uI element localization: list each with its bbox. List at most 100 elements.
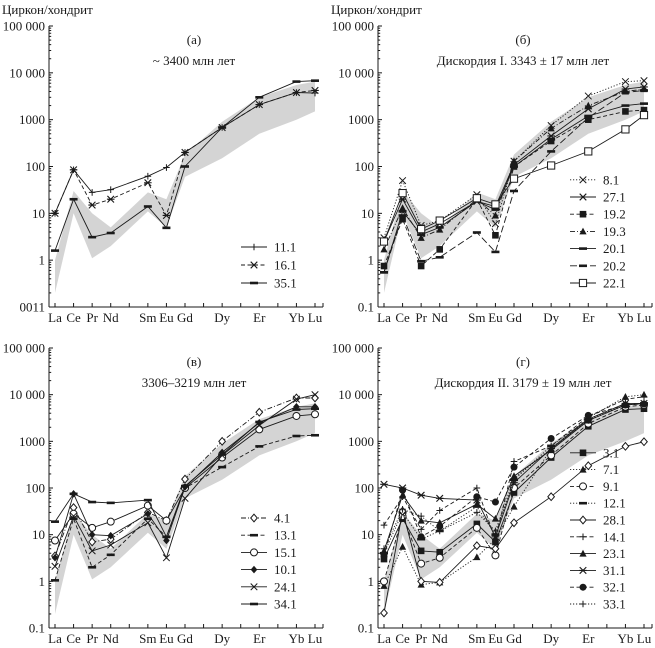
legend-item: 10.1 xyxy=(241,562,297,577)
data-point-marker xyxy=(181,148,189,157)
data-point-marker xyxy=(584,417,592,424)
data-point-marker xyxy=(398,542,407,550)
data-point-marker xyxy=(51,579,59,582)
legend-marker xyxy=(579,533,587,541)
data-point-marker xyxy=(255,445,264,448)
y-tick-label: 100 000 xyxy=(3,341,45,356)
legend-marker xyxy=(250,583,258,591)
data-point-marker xyxy=(510,165,518,168)
x-tick-label: Pr xyxy=(415,631,427,646)
x-tick-label: Nd xyxy=(432,631,448,646)
data-point-marker xyxy=(88,530,96,539)
legend-label: 33.1 xyxy=(603,597,626,612)
data-point-marker xyxy=(181,484,189,488)
x-tick-label: Sm xyxy=(139,310,156,325)
data-point-marker xyxy=(417,233,426,236)
y-tick-label: 100 000 xyxy=(332,341,374,356)
data-point-marker xyxy=(106,517,115,526)
data-point-marker xyxy=(107,186,115,193)
data-point-marker xyxy=(106,501,115,505)
series-line xyxy=(383,90,645,273)
legend-item: 14.1 xyxy=(570,529,626,544)
legend-item: 7.1 xyxy=(570,462,619,477)
legend-label: 10.1 xyxy=(274,562,297,577)
data-point-marker xyxy=(218,126,227,129)
data-point-marker xyxy=(292,395,301,403)
data-point-marker xyxy=(584,147,593,156)
data-point-marker xyxy=(547,150,556,153)
legend-item: 4.1 xyxy=(241,511,290,526)
y-tick-label: 1 xyxy=(368,574,375,589)
data-point-marker xyxy=(399,486,407,494)
x-tick-label: Gd xyxy=(177,310,193,325)
y-tick-label: 0011 xyxy=(19,300,45,315)
reference-field-band xyxy=(55,403,315,614)
data-point-marker xyxy=(417,259,426,263)
y-tick-label: 100 xyxy=(355,481,375,496)
chart-title: ~ 3400 млн лет xyxy=(153,53,236,68)
data-point-marker xyxy=(547,492,556,502)
y-tick-label: 0.1 xyxy=(358,300,374,315)
x-tick-label: Pr xyxy=(415,310,427,325)
data-point-marker xyxy=(492,527,499,535)
y-tick-label: 1 xyxy=(368,253,375,268)
data-point-marker xyxy=(380,245,388,253)
legend-label: 22.1 xyxy=(603,276,626,291)
data-point-marker xyxy=(88,537,97,547)
data-point-marker xyxy=(398,189,407,198)
data-point-marker xyxy=(491,220,500,228)
data-point-marker xyxy=(621,441,630,451)
legend-marker xyxy=(578,278,588,288)
x-tick-label: Sm xyxy=(139,631,156,646)
data-point-marker xyxy=(491,208,500,211)
legend-marker xyxy=(579,264,587,268)
y-tick-label: 1000 xyxy=(19,112,45,127)
data-point-marker xyxy=(380,577,388,586)
legend-item: 20.1 xyxy=(570,241,626,256)
chart-panel-2: 0.1 1 10 100 1000 10 000 100 000 La Ce Pr Nd Sm Eu Gd… xyxy=(3,341,324,646)
x-tick-label: Yb xyxy=(288,310,304,325)
series-line xyxy=(383,402,645,549)
y-tick-label: 0.1 xyxy=(358,621,374,636)
x-tick-label: Yb xyxy=(617,631,633,646)
data-point-marker xyxy=(398,204,407,211)
legend-label: 35.1 xyxy=(274,276,297,291)
data-point-marker xyxy=(181,494,189,503)
data-point-marker xyxy=(51,520,59,523)
x-tick-label: Ce xyxy=(395,310,410,325)
data-point-marker xyxy=(255,100,264,109)
series-20-2 xyxy=(380,89,648,274)
data-point-marker xyxy=(622,401,629,409)
legend-marker xyxy=(579,583,587,591)
data-point-marker xyxy=(292,411,301,420)
data-point-marker xyxy=(547,138,556,141)
x-tick-label: Pr xyxy=(86,631,98,646)
data-point-marker xyxy=(380,271,388,274)
legend-label: 11.1 xyxy=(274,240,296,255)
data-point-marker xyxy=(621,77,630,86)
data-point-marker xyxy=(181,474,189,484)
data-point-marker xyxy=(144,179,152,187)
data-point-marker xyxy=(435,216,444,225)
x-tick-label: Lu xyxy=(308,631,323,646)
y-tick-label: 1000 xyxy=(19,434,45,449)
y-tick-label: 100 xyxy=(26,159,46,174)
data-point-marker xyxy=(417,533,425,541)
x-tick-label: Yb xyxy=(617,310,633,325)
data-point-marker xyxy=(491,533,500,541)
data-point-marker xyxy=(584,116,592,123)
data-point-marker xyxy=(311,79,319,82)
x-tick-label: Eu xyxy=(488,631,503,646)
legend-item: 32.1 xyxy=(570,580,626,595)
legend-label: 31.1 xyxy=(603,563,626,578)
data-point-marker xyxy=(69,517,78,520)
data-point-marker xyxy=(106,195,115,203)
legend-item: 24.1 xyxy=(241,579,297,594)
legend-marker xyxy=(250,533,258,537)
data-point-marker xyxy=(491,498,499,506)
series-34-1 xyxy=(51,407,319,539)
x-tick-label: La xyxy=(377,631,391,646)
data-point-marker xyxy=(51,249,59,252)
legend: 3.1 7.1 9.1 12.1 28.114.1 23.1 31.1 32.1 33.1 xyxy=(570,445,626,612)
